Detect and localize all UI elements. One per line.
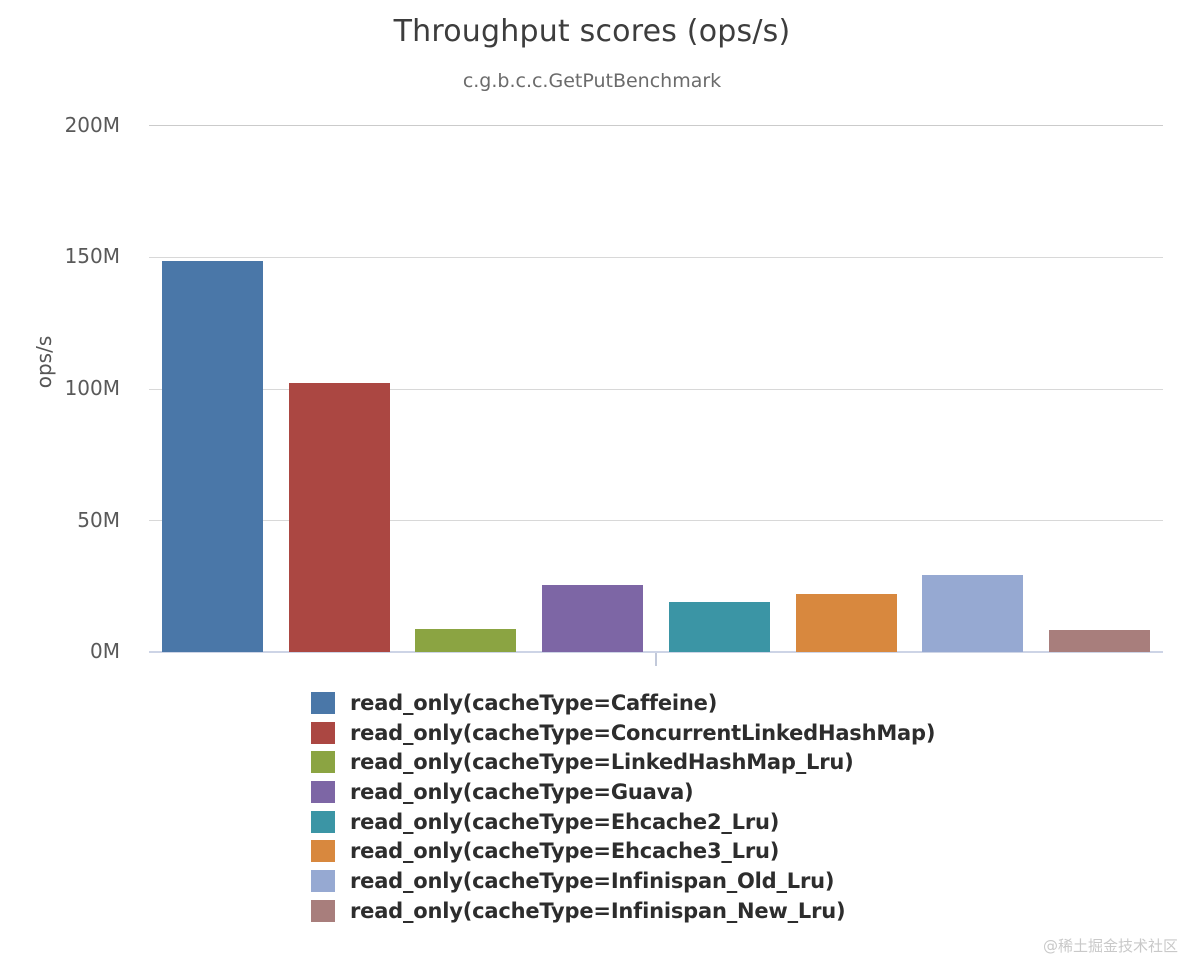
gridline-200m [149,125,1163,126]
legend-swatch-ehcache2-lru [311,810,335,833]
bar-ehcache3-lru [795,593,897,652]
gridline-50m [149,520,1163,522]
legend-swatch-infinispan-old-lru [311,869,335,892]
y-tick-150m: 150M [64,244,120,268]
bar-caffeine [161,261,263,652]
legend-label: read_only(cacheType=Ehcache2_Lru) [350,809,780,834]
y-axis-label: ops/s [32,335,56,389]
plot-area [149,125,1163,666]
bar-concurrentlinkedhashmap [288,383,390,652]
y-tick-200m: 200M [64,113,120,137]
legend: read_only(cacheType=Caffeine) read_only(… [311,688,935,926]
bar-group [149,125,1163,652]
bar-infinispan-new-lru [1049,629,1151,652]
chart-subtitle: c.g.b.c.c.GetPutBenchmark [462,70,722,92]
legend-label: read_only(cacheType=ConcurrentLinkedHash… [350,720,936,745]
legend-swatch-linkedhashmap-lru [311,751,335,774]
legend-item-linkedhashmap-lru: read_only(cacheType=LinkedHashMap_Lru) [311,747,935,777]
y-tick-0m: 0M [90,639,120,663]
legend-item-infinispan-new-lru: read_only(cacheType=Infinispan_New_Lru) [311,896,935,926]
legend-label: read_only(cacheType=LinkedHashMap_Lru) [350,750,854,775]
legend-swatch-guava [311,780,335,803]
watermark: @稀土掘金技术社区 [1042,937,1178,955]
legend-item-guava: read_only(cacheType=Guava) [311,777,935,807]
legend-item-ehcache3-lru: read_only(cacheType=Ehcache3_Lru) [311,836,935,866]
bar-linkedhashmap-lru [415,629,517,652]
legend-item-infinispan-old-lru: read_only(cacheType=Infinispan_Old_Lru) [311,866,935,896]
legend-label: read_only(cacheType=Infinispan_Old_Lru) [350,868,835,893]
y-tick-100m: 100M [64,376,120,400]
legend-label: read_only(cacheType=Infinispan_New_Lru) [350,898,846,923]
gridline-150m [149,256,1163,258]
legend-swatch-caffeine [311,691,335,714]
legend-item-concurrentlinkedhashmap: read_only(cacheType=ConcurrentLinkedHash… [311,718,935,748]
legend-swatch-ehcache3-lru [311,840,335,863]
legend-swatch-concurrentlinkedhashmap [311,721,335,744]
legend-label: read_only(cacheType=Guava) [350,779,694,804]
bar-infinispan-old-lru [922,574,1024,652]
y-tick-50m: 50M [77,508,120,532]
x-axis-baseline [149,651,1163,653]
legend-item-caffeine: read_only(cacheType=Caffeine) [311,688,935,718]
legend-swatch-infinispan-new-lru [311,899,335,922]
bar-ehcache2-lru [668,602,770,652]
bar-guava [542,585,644,652]
gridline-100m [149,388,1163,390]
legend-item-ehcache2-lru: read_only(cacheType=Ehcache2_Lru) [311,807,935,837]
legend-label: read_only(cacheType=Ehcache3_Lru) [350,839,780,864]
legend-label: read_only(cacheType=Caffeine) [350,690,718,715]
x-axis-tick [655,653,657,666]
chart-title: Throughput scores (ops/s) [393,14,791,49]
